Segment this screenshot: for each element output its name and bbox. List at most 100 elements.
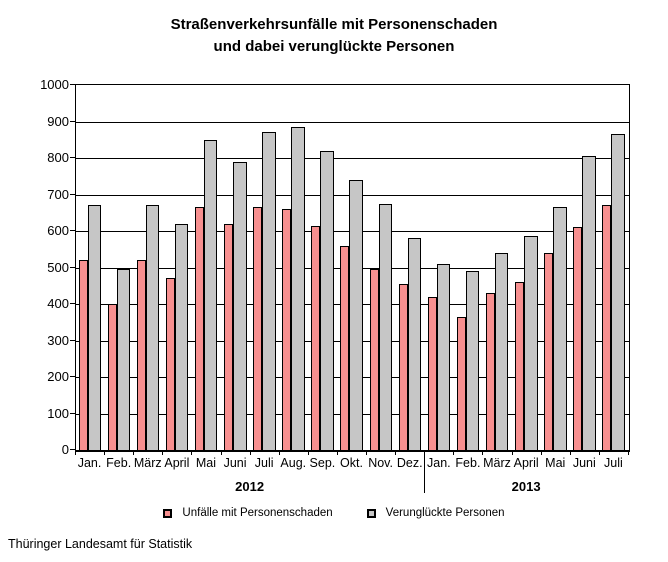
y-axis-tick xyxy=(70,120,75,122)
y-axis-tick xyxy=(70,157,75,158)
bar-unfaelle-3 xyxy=(165,278,175,450)
y-axis-label-200: 200 xyxy=(47,369,69,384)
y-axis-label-600: 600 xyxy=(47,223,69,238)
bar-verunglueckte-16 xyxy=(553,207,567,450)
legend-label: Verunglückte Personen xyxy=(385,507,505,519)
bar-unfaelle-15 xyxy=(515,282,525,450)
bar-verunglueckte-0 xyxy=(87,205,101,450)
legend: Unfälle mit Personenschaden Verunglückte … xyxy=(0,507,668,519)
x-axis-tick xyxy=(104,451,106,455)
x-axis-label-4: Mai xyxy=(195,456,217,470)
bar-unfaelle-6 xyxy=(253,207,263,450)
bar-unfaelle-11 xyxy=(398,283,408,450)
bar-verunglueckte-12 xyxy=(436,263,451,450)
bar-verunglueckte-10 xyxy=(378,203,393,450)
y-axis-label-300: 300 xyxy=(47,332,69,348)
x-axis-tick xyxy=(336,451,338,455)
bar-unfaelle-0 xyxy=(78,260,88,450)
gridline-800 xyxy=(76,158,629,159)
x-axis-tick xyxy=(307,451,309,455)
y-axis-tick xyxy=(70,303,75,304)
x-axis-label-11: Dez. xyxy=(396,456,423,470)
year-label-2013: 2013 xyxy=(511,479,541,494)
bar-unfaelle-16 xyxy=(544,252,554,450)
bar-verunglueckte-4 xyxy=(203,139,218,450)
x-axis-tick xyxy=(453,451,455,455)
bar-verunglueckte-2 xyxy=(145,205,160,450)
x-axis-label-3: April xyxy=(164,456,190,470)
x-axis-tick xyxy=(628,451,629,455)
x-axis-label-0: Jan. xyxy=(77,456,102,470)
legend-swatch-icon xyxy=(163,508,173,518)
x-axis-label-7: Aug. xyxy=(280,456,307,470)
bar-unfaelle-12 xyxy=(427,296,437,450)
bar-unfaelle-9 xyxy=(340,245,350,450)
y-axis-tick xyxy=(70,339,75,341)
bar-unfaelle-5 xyxy=(224,223,234,450)
y-axis-label-0: 0 xyxy=(61,442,69,457)
source-text: Thüringer Landesamt für Statistik xyxy=(8,537,193,551)
x-axis-label-16: Mai xyxy=(545,456,566,470)
gridline-900 xyxy=(76,121,629,123)
bar-verunglueckte-14 xyxy=(494,252,509,450)
x-axis-tick xyxy=(162,451,164,455)
y-axis-tick xyxy=(70,412,75,414)
bar-unfaelle-4 xyxy=(194,207,204,450)
x-axis-tick xyxy=(133,451,135,455)
x-axis-label-14: März xyxy=(483,456,511,470)
bar-unfaelle-2 xyxy=(136,260,146,450)
bar-verunglueckte-18 xyxy=(611,134,625,450)
y-axis-tick xyxy=(70,376,75,377)
legend-item-unfaelle: Unfälle mit Personenschaden xyxy=(163,507,333,519)
x-axis-tick xyxy=(191,451,193,455)
x-axis-tick xyxy=(540,451,542,455)
y-axis-label-900: 900 xyxy=(47,113,69,129)
chart-title: Straßenverkehrsunfälle mit Personenschad… xyxy=(0,14,668,58)
x-axis-label-12: Jan. xyxy=(426,456,451,470)
x-axis-label-10: Nov. xyxy=(368,456,393,470)
bar-unfaelle-10 xyxy=(369,269,379,450)
x-axis-tick xyxy=(482,451,484,455)
x-axis-tick xyxy=(220,451,222,455)
year-label-2012: 2012 xyxy=(235,479,265,494)
bar-verunglueckte-13 xyxy=(465,271,480,450)
bar-verunglueckte-9 xyxy=(349,179,363,450)
bar-verunglueckte-5 xyxy=(233,161,247,450)
x-axis-label-8: Sep. xyxy=(309,456,336,470)
x-axis-label-17: Juni xyxy=(572,456,596,470)
bar-verunglueckte-1 xyxy=(116,269,131,450)
x-axis-label-15: April xyxy=(513,456,539,470)
bar-verunglueckte-3 xyxy=(174,223,189,450)
x-axis-tick xyxy=(75,451,76,455)
bar-verunglueckte-6 xyxy=(262,132,276,450)
legend-swatch-icon xyxy=(366,508,376,518)
y-axis-tick xyxy=(70,193,75,195)
x-axis-tick xyxy=(249,451,251,455)
x-axis-label-2: März xyxy=(133,456,162,470)
x-axis-label-13: Feb. xyxy=(455,456,481,470)
bar-verunglueckte-15 xyxy=(524,236,538,450)
legend-label: Unfälle mit Personenschaden xyxy=(182,507,333,519)
x-axis-label-6: Juli xyxy=(254,456,274,470)
x-axis-tick xyxy=(598,451,600,455)
year-separator xyxy=(424,451,426,493)
y-axis-label-500: 500 xyxy=(47,259,69,275)
x-axis-label-9: Okt. xyxy=(340,456,363,470)
bar-unfaelle-14 xyxy=(485,293,495,450)
bar-unfaelle-7 xyxy=(282,209,292,450)
y-axis-tick xyxy=(70,449,75,450)
x-axis-tick xyxy=(569,451,571,455)
x-axis-label-1: Feb. xyxy=(106,456,132,470)
y-axis-label-400: 400 xyxy=(47,296,69,311)
y-axis-label-800: 800 xyxy=(47,150,69,165)
bar-verunglueckte-7 xyxy=(291,126,305,450)
bar-unfaelle-17 xyxy=(573,227,583,450)
chart-title-line2: und dabei verunglückte Personen xyxy=(213,38,455,55)
x-axis-tick xyxy=(511,451,513,455)
legend-item-verunglueckte: Verunglückte Personen xyxy=(366,507,505,519)
x-axis-tick xyxy=(278,451,280,455)
y-axis-label-100: 100 xyxy=(47,405,69,421)
y-axis-label-1000: 1000 xyxy=(40,77,69,92)
y-axis-label-700: 700 xyxy=(47,186,69,202)
